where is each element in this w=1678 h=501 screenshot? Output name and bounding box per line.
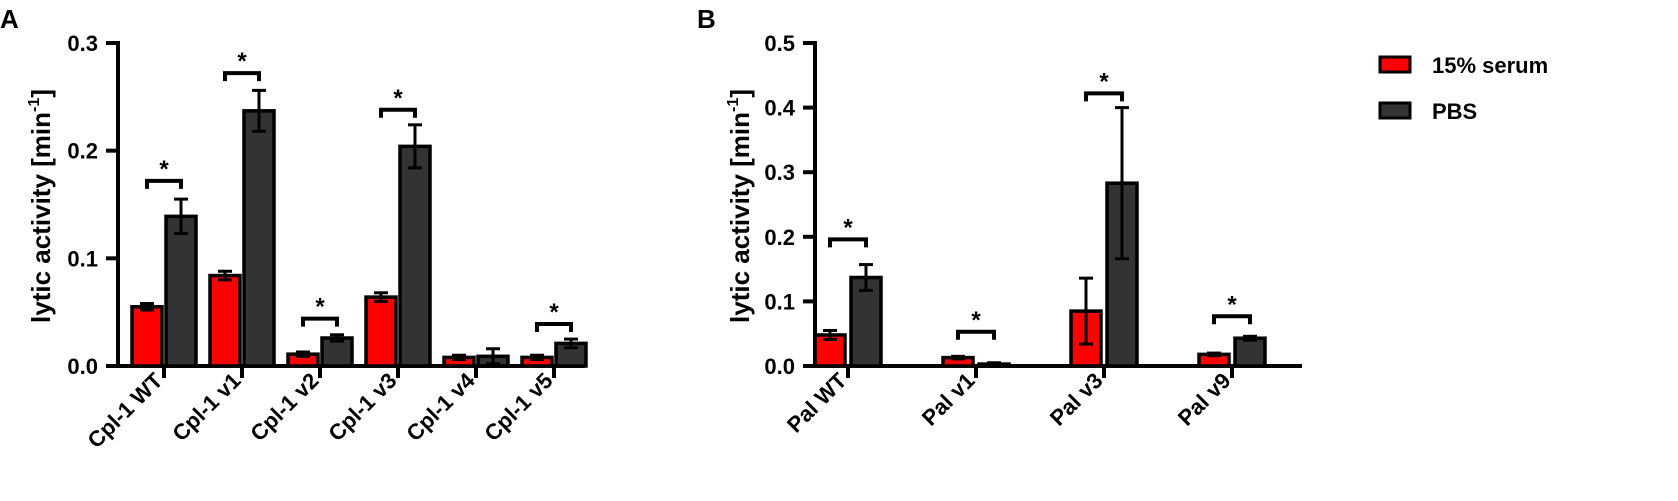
panel-b-significance-bracket	[956, 329, 996, 340]
panel-a-y-axis-label: lytic activity [min-1]	[26, 89, 56, 323]
panel-b-bar-pbs	[1233, 336, 1267, 368]
panel-a-significance-star: *	[159, 156, 169, 183]
panel-a-significance-star: *	[393, 85, 403, 112]
panel-a-bar-pbs	[398, 144, 432, 368]
panel-a-significance-bracket	[535, 322, 573, 333]
panel-b-significance-bracket	[828, 237, 868, 248]
panel-a-bar-pbs	[164, 214, 198, 368]
panel-a-bar-serum	[208, 273, 242, 368]
panel-b-bar-pbs	[849, 275, 883, 368]
panel-b: B lytic activity [min-1] 0.0 0.1 0.2 0.3 0.4…	[697, 4, 1302, 437]
panel-b-y-tick-label: 0.1	[764, 289, 795, 314]
panel-a-x-tick-label: Cpl-1 v5	[479, 368, 557, 446]
legend-label-serum: 15% serum	[1432, 53, 1548, 78]
panel-b-significance-star: *	[843, 214, 853, 241]
panel-b-significance-star: *	[1099, 68, 1109, 95]
panel-b-significance-bracket	[1212, 314, 1252, 325]
panel-a-bar-serum	[130, 305, 164, 368]
legend-swatch-serum	[1378, 55, 1412, 74]
panel-b-x-tick-label: Pal v9	[1173, 368, 1236, 431]
panel-a-y-tick-label: 0.0	[67, 354, 98, 379]
legend-swatch-pbs	[1378, 101, 1412, 120]
panel-a-x-tick-label: Cpl-1 v1	[167, 368, 245, 446]
panel-a-significance-bracket	[301, 316, 339, 327]
panel-b-x-tick-label: Pal v3	[1045, 368, 1108, 431]
panel-b-y-tick-label: 0.5	[764, 31, 795, 56]
panel-a-y-tick-label: 0.3	[67, 31, 98, 56]
panel-a-significance-bracket	[379, 107, 417, 118]
panel-a-bar-pbs	[242, 109, 276, 368]
panel-b-significance-star: *	[971, 307, 981, 334]
panel-a-x-tick-label: Cpl-1 v2	[245, 368, 323, 446]
legend: 15% serum PBS	[1378, 53, 1548, 124]
panel-a-significance-bracket	[223, 71, 261, 82]
panel-b-y-axis-label: lytic activity [min-1]	[725, 89, 755, 323]
panel-a-x-tick-label: Cpl-1 v4	[401, 367, 480, 446]
panel-b-y-tick-label: 0.4	[764, 96, 795, 121]
panel-a-significance-star: *	[315, 294, 325, 321]
panel-a-x-tick-label: Cpl-1 WT	[82, 367, 167, 452]
panel-a-significance-bracket	[145, 178, 183, 189]
panel-a-x-tick-label: Cpl-1 v3	[323, 368, 401, 446]
panel-b-significance-star: *	[1227, 291, 1237, 318]
panel-b-y-tick-label: 0.2	[764, 225, 795, 250]
panel-a-bar-serum	[364, 295, 398, 368]
panel-b-x-tick-label: Pal v1	[917, 368, 980, 431]
panel-a-letter: A	[0, 4, 19, 34]
legend-label-pbs: PBS	[1432, 99, 1477, 124]
panel-b-y-tick-label: 0.3	[764, 160, 795, 185]
panel-a-y-tick-label: 0.2	[67, 139, 98, 164]
panel-a-significance-star: *	[549, 299, 559, 326]
panel-b-y-tick-label: 0.0	[764, 354, 795, 379]
panel-a: A lytic activity [min-1] 0.0 0.1 0.2 0.3 Cpl…	[0, 4, 588, 453]
panel-a-significance-star: *	[237, 48, 247, 75]
panel-b-significance-bracket	[1084, 91, 1124, 102]
panel-a-y-tick-label: 0.1	[67, 246, 98, 271]
panel-b-letter: B	[697, 4, 716, 34]
